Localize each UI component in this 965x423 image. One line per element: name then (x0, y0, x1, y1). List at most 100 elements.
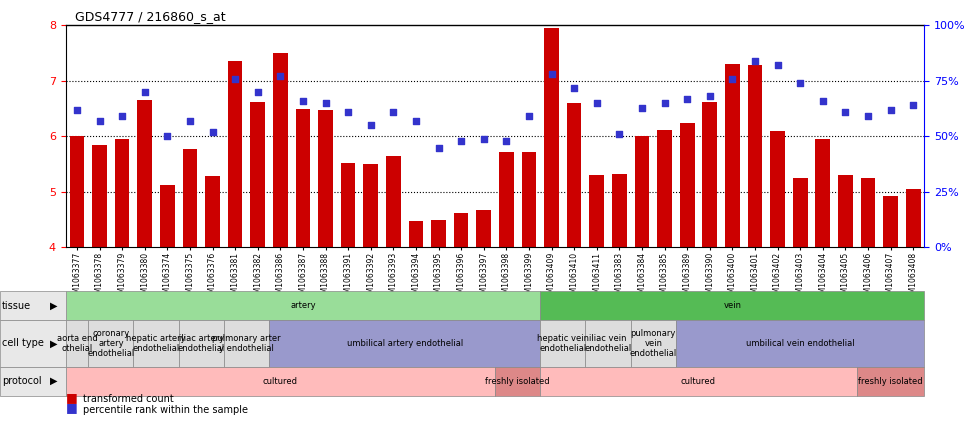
Point (228, 75, 243, 82)
Text: hepatic vein
endothelial: hepatic vein endothelial (537, 334, 589, 353)
Point (905, 102, 921, 109)
Text: pulmonary
vein
endothelial: pulmonary vein endothelial (629, 329, 676, 358)
Bar (883, 196, 897, 247)
Bar (408, 221, 424, 247)
Point (657, 100, 673, 107)
Bar (295, 109, 311, 247)
Text: iliac artery
endothelial: iliac artery endothelial (178, 334, 225, 353)
Bar (838, 175, 853, 247)
Bar (635, 137, 649, 247)
Text: ■: ■ (66, 391, 77, 404)
Bar (590, 175, 604, 247)
Point (883, 107, 898, 113)
Bar (793, 178, 808, 247)
Text: vein: vein (724, 301, 741, 310)
Text: ■: ■ (66, 401, 77, 415)
Point (205, 129, 220, 135)
Point (69, 107, 85, 113)
Point (679, 95, 695, 102)
Bar (182, 148, 197, 247)
Bar (815, 139, 830, 247)
Bar (725, 64, 740, 247)
Text: percentile rank within the sample: percentile rank within the sample (83, 404, 248, 415)
Point (521, 113, 537, 120)
Text: umbilical vein endothelial: umbilical vein endothelial (746, 339, 854, 348)
Point (137, 89, 152, 96)
Bar (160, 185, 175, 247)
Point (860, 113, 875, 120)
Bar (657, 130, 672, 247)
Bar (522, 152, 537, 247)
Bar (228, 61, 242, 247)
Bar (612, 174, 626, 247)
Point (250, 89, 265, 96)
Text: iliac vein
endothelial: iliac vein endothelial (585, 334, 632, 353)
Point (612, 131, 627, 137)
Point (499, 137, 514, 144)
Bar (770, 131, 785, 247)
Text: transformed count: transformed count (83, 394, 174, 404)
Bar (906, 189, 921, 247)
Text: protocol: protocol (2, 376, 41, 386)
Point (92, 118, 107, 124)
Bar (364, 164, 378, 247)
Text: cultured: cultured (681, 376, 716, 386)
Point (544, 71, 560, 78)
Text: ▶: ▶ (50, 301, 58, 311)
Bar (544, 28, 559, 247)
Bar (273, 53, 288, 247)
Point (589, 100, 604, 107)
Point (476, 135, 491, 142)
Bar (861, 178, 875, 247)
Point (634, 104, 649, 111)
Bar (137, 100, 152, 247)
Point (295, 98, 311, 104)
Text: hepatic artery
endothelial: hepatic artery endothelial (126, 334, 186, 353)
Point (454, 137, 469, 144)
Bar (386, 156, 400, 247)
Text: ▶: ▶ (50, 376, 58, 386)
Bar (679, 123, 695, 247)
Point (566, 84, 582, 91)
Point (792, 80, 808, 87)
Text: cultured: cultured (262, 376, 298, 386)
Text: umbilical artery endothelial: umbilical artery endothelial (346, 339, 463, 348)
Point (386, 109, 401, 115)
Bar (566, 103, 582, 247)
Text: tissue: tissue (2, 301, 31, 311)
Point (272, 73, 288, 80)
Point (702, 93, 717, 100)
Bar (69, 137, 84, 247)
Bar (431, 220, 446, 247)
Text: freshly isolated: freshly isolated (858, 376, 923, 386)
Text: cell type: cell type (2, 338, 43, 349)
Point (363, 122, 378, 129)
Bar (477, 210, 491, 247)
Text: artery: artery (290, 301, 316, 310)
Bar (206, 176, 220, 247)
Point (747, 58, 762, 64)
Bar (454, 213, 468, 247)
Text: aorta end
othelial: aorta end othelial (57, 334, 97, 353)
Bar (318, 110, 333, 247)
Point (770, 62, 786, 69)
Point (182, 118, 198, 124)
Bar (703, 102, 717, 247)
Bar (250, 102, 265, 247)
Bar (93, 145, 107, 247)
Bar (341, 163, 355, 247)
Point (838, 109, 853, 115)
Bar (115, 139, 129, 247)
Point (159, 133, 175, 140)
Text: GDS4777 / 216860_s_at: GDS4777 / 216860_s_at (75, 10, 226, 23)
Text: ▶: ▶ (50, 338, 58, 349)
Point (430, 144, 446, 151)
Point (725, 75, 740, 82)
Text: coronary
artery
endothelial: coronary artery endothelial (87, 329, 134, 358)
Text: freshly isolated: freshly isolated (485, 376, 550, 386)
Bar (748, 66, 762, 247)
Point (815, 98, 831, 104)
Point (115, 113, 130, 120)
Point (341, 109, 356, 115)
Point (317, 100, 333, 107)
